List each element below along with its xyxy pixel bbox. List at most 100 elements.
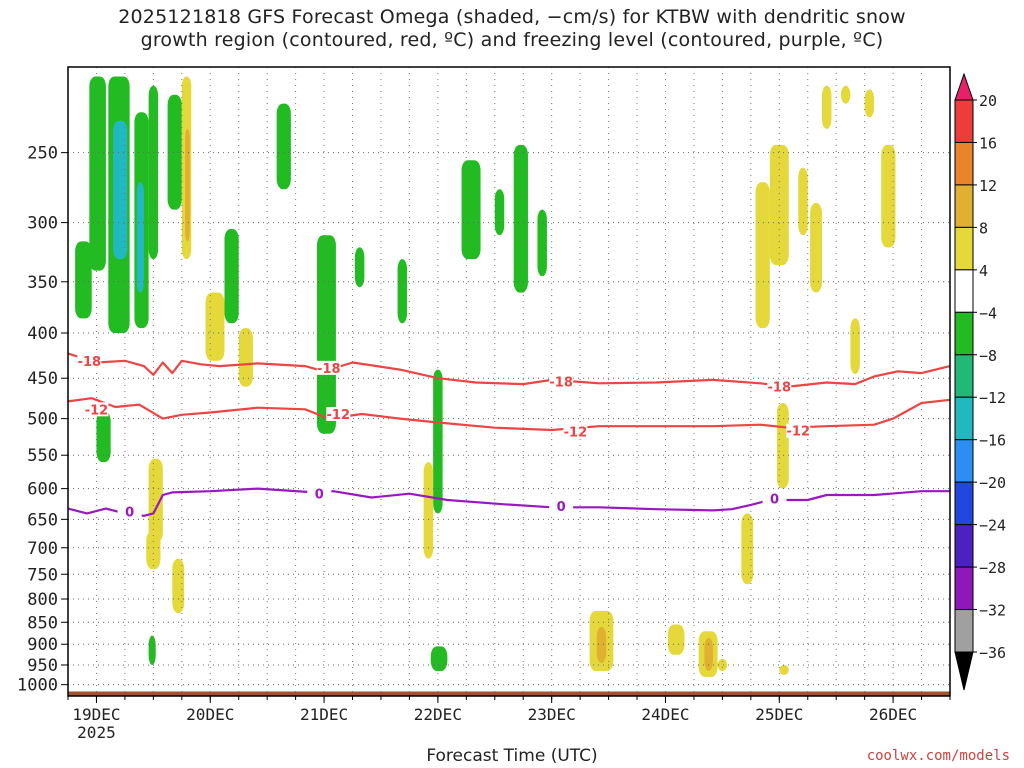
y-tick-label: 500 [27, 410, 58, 430]
contour-line [67, 397, 951, 432]
omega-region [113, 120, 128, 260]
colorbar-box [954, 439, 974, 483]
omega-region [461, 160, 481, 260]
contour-label-bg [316, 360, 341, 375]
omega-region [316, 235, 336, 434]
colorbar-box [954, 481, 974, 526]
contour-label-bg [84, 402, 109, 417]
omega-region [755, 182, 770, 329]
contour-label-bg [307, 486, 332, 501]
colorbar-bottom-arrow [954, 651, 974, 691]
contour-label: -12 [564, 425, 588, 440]
omega-region [430, 646, 448, 671]
colorbar-label: 8 [979, 219, 988, 237]
colorbar-label: 4 [979, 262, 988, 280]
x-tick-label: 19DEC [72, 705, 120, 724]
contour-label-bg [117, 504, 142, 519]
contour-label-bg [549, 499, 574, 514]
x-tick-label: 25DEC [755, 705, 803, 724]
omega-region [840, 85, 851, 104]
contour-label: -18 [317, 362, 341, 377]
x-tick-label: 21DEC [300, 705, 348, 724]
colorbar-box [954, 311, 974, 356]
colorbar-box [954, 184, 974, 228]
colorbar-label: −8 [979, 347, 997, 365]
contour-label: -12 [327, 408, 351, 423]
omega-region [276, 103, 291, 190]
omega-region [717, 658, 728, 671]
contour-label: 0 [315, 488, 324, 503]
omega-region [148, 458, 163, 543]
contour-label-bg [77, 353, 102, 368]
omega-region [513, 144, 528, 293]
colorbar-box [954, 609, 974, 653]
omega-region [89, 76, 106, 271]
y-tick-label: 450 [27, 369, 58, 389]
colorbar-label: −24 [979, 517, 1006, 535]
contour-label: 0 [557, 500, 566, 515]
colorbar-label: 16 [979, 134, 997, 152]
omega-region [136, 182, 144, 293]
contour-label: 0 [770, 493, 779, 508]
omega-region [205, 292, 225, 361]
colorbar-box [954, 354, 974, 398]
contour-label-bg [563, 424, 588, 439]
colorbar-label: −12 [979, 389, 1006, 407]
omega-region [75, 241, 92, 319]
y-tick-label: 300 [27, 214, 58, 234]
y-tick-label: 800 [27, 590, 58, 610]
plot-frame [67, 66, 951, 697]
plot-area [68, 67, 950, 696]
omega-region [881, 144, 896, 248]
x-tick-label: 26DEC [869, 705, 917, 724]
y-tick-label: 250 [27, 144, 58, 164]
contour-label: 0 [125, 506, 134, 521]
y-tick-label: 850 [27, 613, 58, 633]
omega-region [704, 637, 713, 671]
omega-region [167, 94, 182, 210]
y-tick-label: 1000 [17, 676, 58, 696]
omega-region [354, 247, 365, 288]
y-tick-label: 700 [27, 539, 58, 559]
colorbar-label: −28 [979, 559, 1006, 577]
contour-label-bg [786, 423, 811, 438]
colorbar-box [954, 99, 974, 143]
colorbar-box [954, 269, 974, 313]
contour-line [67, 352, 951, 388]
omega-region [96, 410, 111, 463]
omega-region [864, 89, 875, 118]
y-tick-label: 550 [27, 446, 58, 466]
omega-region [397, 259, 408, 324]
contour-label-bg [767, 379, 792, 394]
y-tick-label: 750 [27, 565, 58, 585]
y-tick-label: 950 [27, 656, 58, 676]
omega-region [776, 402, 789, 489]
terrain-bar [68, 691, 950, 696]
omega-region [224, 228, 239, 324]
colorbar-label: −32 [979, 602, 1006, 620]
omega-region [667, 624, 685, 655]
colorbar-label: −4 [979, 304, 997, 322]
omega-region [741, 513, 754, 585]
x-axis-title: Forecast Time (UTC) [426, 746, 598, 766]
omega-region [596, 626, 607, 663]
contour-label-bg [762, 491, 787, 506]
colorbar-label: −16 [979, 432, 1006, 450]
omega-region [769, 144, 789, 265]
omega-region [798, 167, 808, 236]
colorbar-label: −20 [979, 474, 1006, 492]
omega-region [148, 635, 156, 665]
omega-region [148, 85, 159, 260]
x-tick-year-label: 2025 [77, 723, 116, 742]
colorbar-box [954, 524, 974, 568]
chart-title-line-2: growth region (contoured, red, ºC) and f… [140, 29, 884, 51]
x-tick-label: 24DEC [641, 705, 689, 724]
omega-region [172, 558, 185, 614]
omega-region [146, 530, 161, 570]
x-tick-label: 22DEC [414, 705, 462, 724]
credit-link[interactable]: coolwx.com/models [866, 748, 1010, 764]
colorbar-label: 20 [979, 92, 997, 110]
colorbar-label: 12 [979, 177, 997, 195]
contour-label: -18 [78, 355, 102, 370]
